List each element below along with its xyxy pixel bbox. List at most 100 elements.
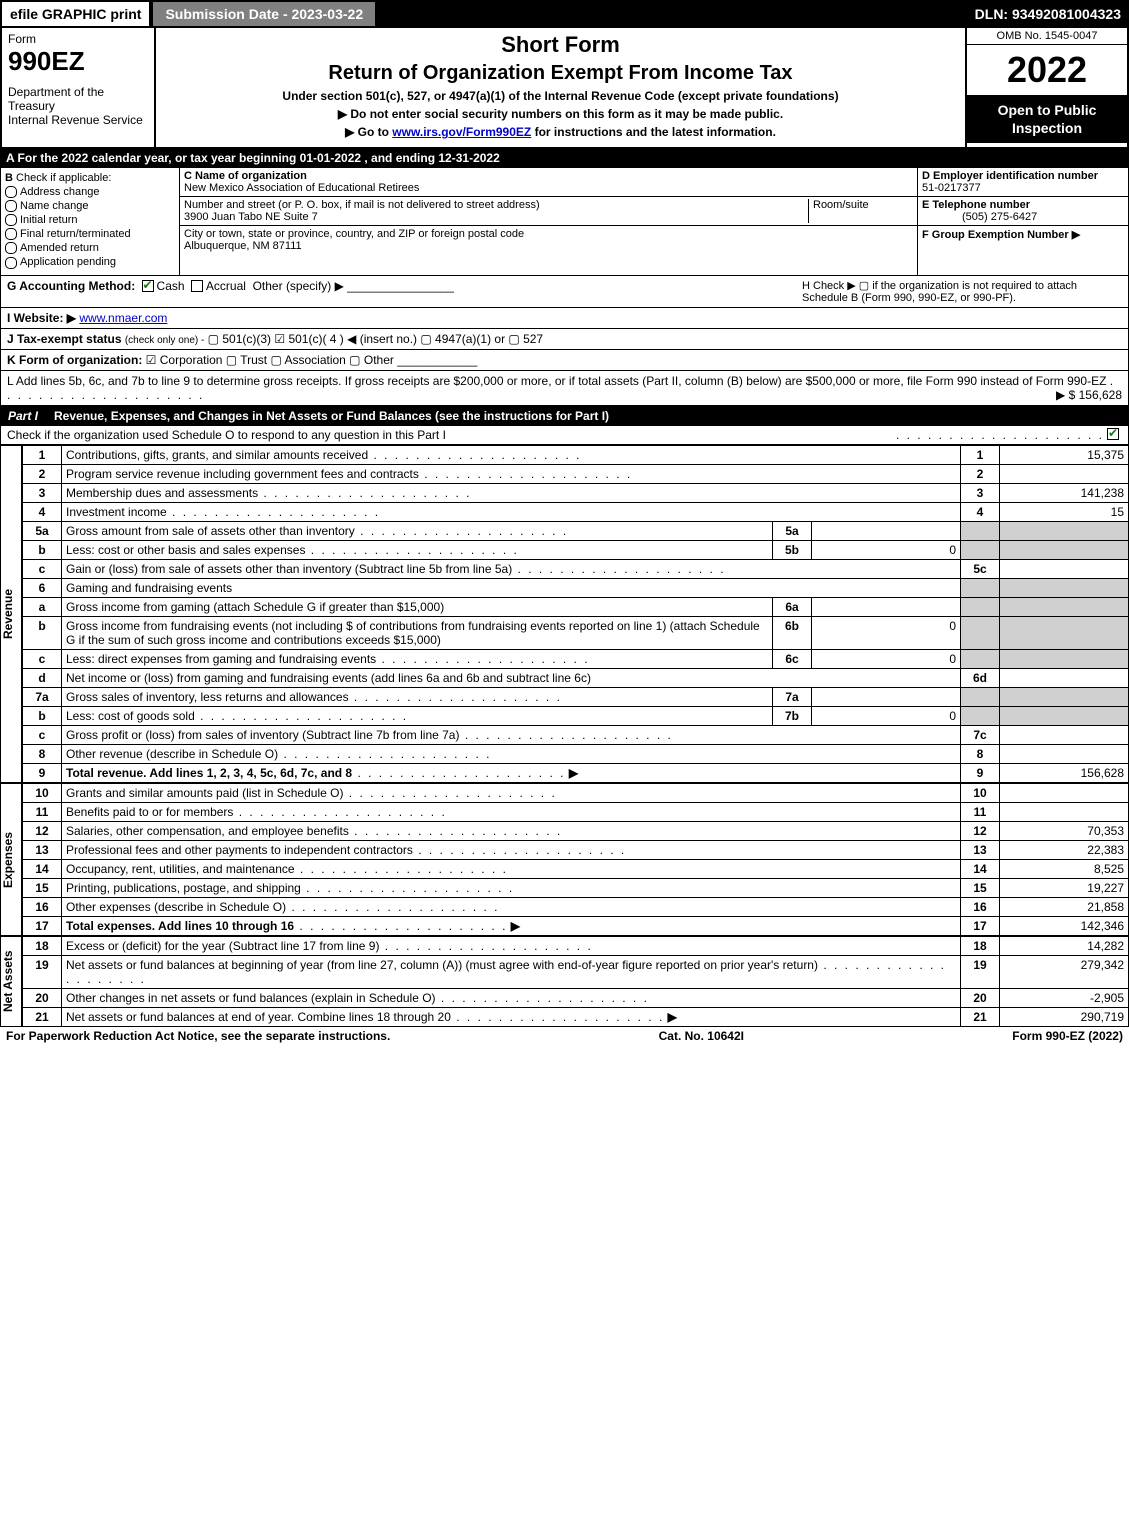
cb-address-change[interactable]: Address change [5,186,175,198]
form-header: Form 990EZ Department of the Treasury In… [0,28,1129,149]
section-k: K Form of organization: ☑ Corporation ▢ … [0,350,1129,371]
f-group-label: F Group Exemption Number ▶ [922,229,1080,241]
line-5b: bLess: cost or other basis and sales exp… [23,540,1129,559]
line-10: 10Grants and similar amounts paid (list … [23,783,1129,802]
ssn-warning: ▶ Do not enter social security numbers o… [164,107,957,121]
b-label: B [5,172,13,184]
irs-label: Internal Revenue Service [8,113,148,127]
k-label: K Form of organization: [7,353,142,367]
netassets-table: 18Excess or (deficit) for the year (Subt… [22,936,1129,1027]
k-opts: ☑ Corporation ▢ Trust ▢ Association ▢ Ot… [146,353,394,367]
line-6c: cLess: direct expenses from gaming and f… [23,649,1129,668]
line-2: 2Program service revenue including gover… [23,464,1129,483]
c-city-label: City or town, state or province, country… [184,228,524,240]
c-name-label: C Name of organization [184,170,307,182]
goto-pre: ▶ Go to [345,125,392,139]
line-17: 17Total expenses. Add lines 10 through 1… [23,916,1129,935]
line-7a: 7aGross sales of inventory, less returns… [23,687,1129,706]
part1-check: Check if the organization used Schedule … [0,426,1129,445]
g-label: G Accounting Method: [7,279,135,293]
section-b: B Check if applicable: Address change Na… [1,168,180,275]
goto-line: ▶ Go to www.irs.gov/Form990EZ for instru… [164,125,957,139]
top-bar: efile GRAPHIC print Submission Date - 20… [0,0,1129,28]
part1-label: Part I [0,406,46,426]
line-6a: aGross income from gaming (attach Schedu… [23,597,1129,616]
j-label: J Tax-exempt status [7,332,122,346]
netassets-side-label: Net Assets [0,936,22,1027]
line-3: 3Membership dues and assessments3141,238 [23,483,1129,502]
section-d: D Employer identification number 51-0217… [917,168,1128,275]
line-6b: bGross income from fundraising events (n… [23,616,1129,649]
revenue-table: 1Contributions, gifts, grants, and simil… [22,445,1129,783]
line-19: 19Net assets or fund balances at beginni… [23,955,1129,988]
section-c: C Name of organization New Mexico Associ… [180,168,917,275]
l-amount: ▶ $ 156,628 [1056,388,1122,402]
org-city: Albuquerque, NM 87111 [184,240,302,252]
website-link[interactable]: www.nmaer.com [79,311,167,325]
cb-application-pending[interactable]: Application pending [5,256,175,268]
line-7b: bLess: cost of goods sold7b0 [23,706,1129,725]
line-12: 12Salaries, other compensation, and empl… [23,821,1129,840]
tel-value: (505) 275-6427 [922,211,1037,223]
revenue-side-label: Revenue [0,445,22,783]
tax-year: 2022 [967,45,1127,95]
line-14: 14Occupancy, rent, utilities, and mainte… [23,859,1129,878]
line-13: 13Professional fees and other payments t… [23,840,1129,859]
return-title: Return of Organization Exempt From Incom… [164,62,957,85]
part1-title: Revenue, Expenses, and Changes in Net As… [46,406,1129,426]
line-5c: cGain or (loss) from sale of assets othe… [23,559,1129,578]
header-left: Form 990EZ Department of the Treasury In… [2,28,156,147]
line-6: 6Gaming and fundraising events [23,578,1129,597]
section-h: H Check ▶ ▢ if the organization is not r… [802,279,1122,304]
under-section: Under section 501(c), 527, or 4947(a)(1)… [164,89,957,103]
cb-name-change[interactable]: Name change [5,200,175,212]
line-9: 9Total revenue. Add lines 1, 2, 3, 4, 5c… [23,763,1129,782]
line-16: 16Other expenses (describe in Schedule O… [23,897,1129,916]
ein-value: 51-0217377 [922,182,981,194]
i-label: I Website: ▶ [7,311,76,325]
irs-link[interactable]: www.irs.gov/Form990EZ [392,125,531,139]
line-7c: cGross profit or (loss) from sales of in… [23,725,1129,744]
line-11: 11Benefits paid to or for members11 [23,802,1129,821]
room-suite-label: Room/suite [808,199,913,223]
line-5a: 5aGross amount from sale of assets other… [23,521,1129,540]
line-8: 8Other revenue (describe in Schedule O)8 [23,744,1129,763]
section-j: J Tax-exempt status (check only one) - ▢… [0,329,1129,350]
line-4: 4Investment income415 [23,502,1129,521]
l-text: L Add lines 5b, 6c, and 7b to line 9 to … [7,374,1106,388]
header-right: OMB No. 1545-0047 2022 Open to Public In… [965,28,1127,147]
page-footer: For Paperwork Reduction Act Notice, see … [0,1027,1129,1045]
dept-treasury: Department of the Treasury [8,85,148,113]
line-21: 21Net assets or fund balances at end of … [23,1007,1129,1026]
section-i: I Website: ▶ www.nmaer.com [0,308,1129,329]
cb-accrual[interactable] [191,280,203,292]
omb-number: OMB No. 1545-0047 [967,28,1127,45]
e-tel-label: E Telephone number [922,199,1030,211]
line-6d: dNet income or (loss) from gaming and fu… [23,668,1129,687]
section-g-h: G Accounting Method: Cash Accrual Other … [0,276,1129,308]
efile-print[interactable]: efile GRAPHIC print [0,0,151,28]
d-ein-label: D Employer identification number [922,170,1098,182]
part1-checkbox[interactable] [1107,428,1119,440]
line-15: 15Printing, publications, postage, and s… [23,878,1129,897]
expenses-table: 10Grants and similar amounts paid (list … [22,783,1129,936]
cb-amended-return[interactable]: Amended return [5,242,175,254]
cb-cash[interactable] [142,280,154,292]
footer-left: For Paperwork Reduction Act Notice, see … [6,1029,390,1043]
netassets-section: Net Assets 18Excess or (deficit) for the… [0,936,1129,1027]
b-checkif: Check if applicable: [16,172,111,184]
submission-date: Submission Date - 2023-03-22 [151,0,377,28]
part1-header: Part I Revenue, Expenses, and Changes in… [0,406,1129,426]
goto-post: for instructions and the latest informat… [531,125,776,139]
j-opts: ▢ 501(c)(3) ☑ 501(c)( 4 ) ◀ (insert no.)… [208,332,543,346]
footer-right: Form 990-EZ (2022) [1012,1029,1123,1043]
cb-final-return[interactable]: Final return/terminated [5,228,175,240]
org-street: 3900 Juan Tabo NE Suite 7 [184,211,318,223]
expenses-side-label: Expenses [0,783,22,936]
header-middle: Short Form Return of Organization Exempt… [156,28,965,147]
cb-initial-return[interactable]: Initial return [5,214,175,226]
line-20: 20Other changes in net assets or fund ba… [23,988,1129,1007]
bcd-row: B Check if applicable: Address change Na… [0,167,1129,276]
short-form-title: Short Form [164,32,957,58]
section-l: L Add lines 5b, 6c, and 7b to line 9 to … [0,371,1129,406]
